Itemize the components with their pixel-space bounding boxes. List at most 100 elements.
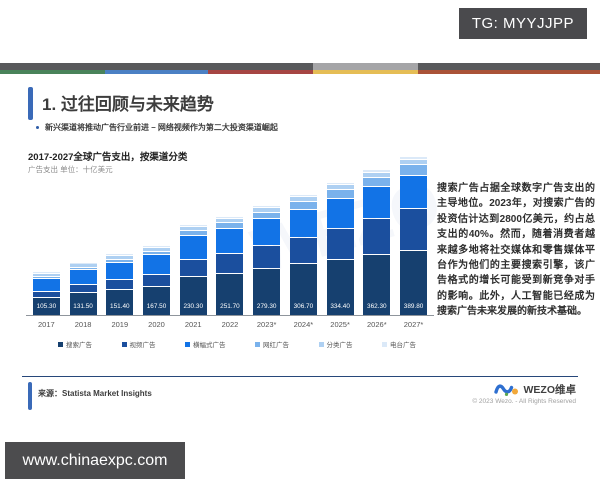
source-label: 来源：Statista Market Insights xyxy=(38,389,152,398)
bar-segment-influencer xyxy=(179,231,207,236)
bar-segment-video xyxy=(106,279,134,289)
legend-swatch-icon xyxy=(382,341,387,347)
x-tick-label: 2027* xyxy=(403,320,424,329)
chart-legend: 搜索广告 视频广告 横幅式广告 网红广告 分类广告 电台广告 xyxy=(58,339,416,349)
bar-2023: 279.30 xyxy=(253,205,281,315)
legend-label: 网红广告 xyxy=(263,342,289,349)
legend-label: 视频广告 xyxy=(129,342,156,349)
bar-segment-search: 279.30 xyxy=(253,268,281,315)
stripe-segment xyxy=(313,70,418,74)
bar-segment-influencer xyxy=(253,212,281,219)
legend-swatch-icon xyxy=(58,341,63,347)
bar-segment-radio xyxy=(326,182,354,185)
bar-value-label: 131.50 xyxy=(73,303,93,310)
legend-swatch-icon xyxy=(121,341,127,347)
bar-segment-banner xyxy=(363,187,391,219)
bar-segment-influencer xyxy=(326,190,354,198)
bar-segment-banner xyxy=(32,279,60,291)
legend-label: 搜索广告 xyxy=(66,342,92,349)
bar-segment-radio xyxy=(253,205,281,208)
legend-item-classified: 分类广告 xyxy=(318,339,353,349)
x-axis-line xyxy=(26,315,434,316)
x-tick-label: 2024* xyxy=(293,320,314,329)
bar-segment-radio xyxy=(363,169,391,172)
bar-segment-radio xyxy=(400,157,428,160)
footer-divider xyxy=(22,376,578,377)
bar-segment-banner xyxy=(69,270,97,285)
bar-segment-banner xyxy=(400,175,428,209)
bar-2024: 306.70 xyxy=(289,194,317,315)
bar-segment-classified xyxy=(363,172,391,177)
brand-block: WEZO维卓 xyxy=(493,381,577,397)
bar-2022: 251.70 xyxy=(216,216,244,315)
x-tick-label: 2020 xyxy=(148,320,165,329)
legend-item-banner: 横幅式广告 xyxy=(185,339,226,349)
stripe-segment xyxy=(418,63,600,70)
bar-2025: 334.40 xyxy=(326,182,354,315)
bar-segment-search: 389.80 xyxy=(400,250,428,315)
legend-item-influencer: 网红广告 xyxy=(255,339,289,349)
stacked-bar-chart: 105.30 131.50 151.40 167.50 230.30 251.70 279.… xyxy=(28,155,432,315)
x-tick-label: 2023* xyxy=(256,320,277,329)
bar-value-label: 167.50 xyxy=(146,303,167,310)
bar-value-label: 251.70 xyxy=(220,303,240,310)
tg-contact-badge: TG: MYYJJPP xyxy=(458,8,587,39)
bar-2019: 151.40 xyxy=(106,254,134,315)
bar-segment-video xyxy=(253,246,281,268)
x-tick-label: 2021 xyxy=(184,320,202,329)
bar-segment-search: 167.50 xyxy=(143,287,171,315)
bar-segment-radio xyxy=(143,246,171,247)
website-badge: www.chinaexpc.com xyxy=(5,442,185,479)
bar-segment-banner xyxy=(179,236,207,259)
bar-segment-video xyxy=(69,285,97,293)
legend-item-search: 搜索广告 xyxy=(58,339,92,349)
bar-segment-influencer xyxy=(216,223,244,228)
bar-segment-radio xyxy=(179,225,207,227)
stripe-segment xyxy=(105,70,208,74)
legend-swatch-icon xyxy=(185,341,190,347)
commentary-paragraph: 搜索广告占据全球数字广告支出的主导地位。2023年，对搜索广告的投资估计达到28… xyxy=(437,183,595,318)
bar-segment-radio xyxy=(106,254,134,255)
legend-swatch-icon xyxy=(255,341,260,347)
bar-value-label: 151.40 xyxy=(110,303,130,310)
bar-segment-banner xyxy=(289,209,317,238)
bar-segment-radio xyxy=(216,216,244,218)
bar-segment-classified xyxy=(179,227,207,231)
bar-segment-search: 334.40 xyxy=(326,259,354,315)
bar-2021: 230.30 xyxy=(179,225,207,315)
source-accent-bar xyxy=(28,382,32,410)
bar-segment-classified xyxy=(32,273,60,277)
bar-value-label: 362.30 xyxy=(367,303,387,310)
bar-segment-search: 151.40 xyxy=(106,290,134,315)
legend-label: 横幅式广告 xyxy=(193,342,226,349)
bar-segment-search: 131.50 xyxy=(69,293,97,315)
bar-value-label: 279.30 xyxy=(256,303,277,310)
bar-segment-search: 105.30 xyxy=(32,297,60,315)
bar-value-label: 389.80 xyxy=(403,303,424,310)
bar-value-label: 306.70 xyxy=(293,303,314,310)
decorative-stripe-bottom xyxy=(0,70,600,74)
legend-label: 电台广告 xyxy=(390,342,416,349)
bar-value-label: 105.30 xyxy=(36,303,57,310)
bar-segment-banner xyxy=(216,228,244,253)
x-axis-labels: 2017 2018 2019 2020 2021 2022 2023* 2024* 2025* 2… xyxy=(28,320,432,329)
stripe-segment xyxy=(0,70,105,74)
bar-segment-classified xyxy=(143,247,171,251)
brand-name: WEZO维卓 xyxy=(523,383,577,396)
bar-segment-video xyxy=(143,274,171,287)
stripe-segment xyxy=(418,70,600,74)
bar-segment-video xyxy=(289,238,317,264)
wezo-logo-icon xyxy=(493,384,518,396)
bar-segment-search: 251.70 xyxy=(216,273,244,315)
bar-segment-classified xyxy=(106,255,134,259)
bar-segment-classified xyxy=(289,197,317,202)
bar-segment-search: 306.70 xyxy=(289,264,317,315)
x-tick-label: 2026* xyxy=(367,320,387,329)
copyright-text: © 2023 Wezo. - All Rights Reserved xyxy=(472,398,576,405)
bar-segment-video xyxy=(216,254,244,273)
legend-item-radio: 电台广告 xyxy=(382,339,416,349)
bar-segment-influencer xyxy=(363,177,391,187)
stripe-segment xyxy=(0,63,313,70)
decorative-stripe-top xyxy=(0,63,600,70)
